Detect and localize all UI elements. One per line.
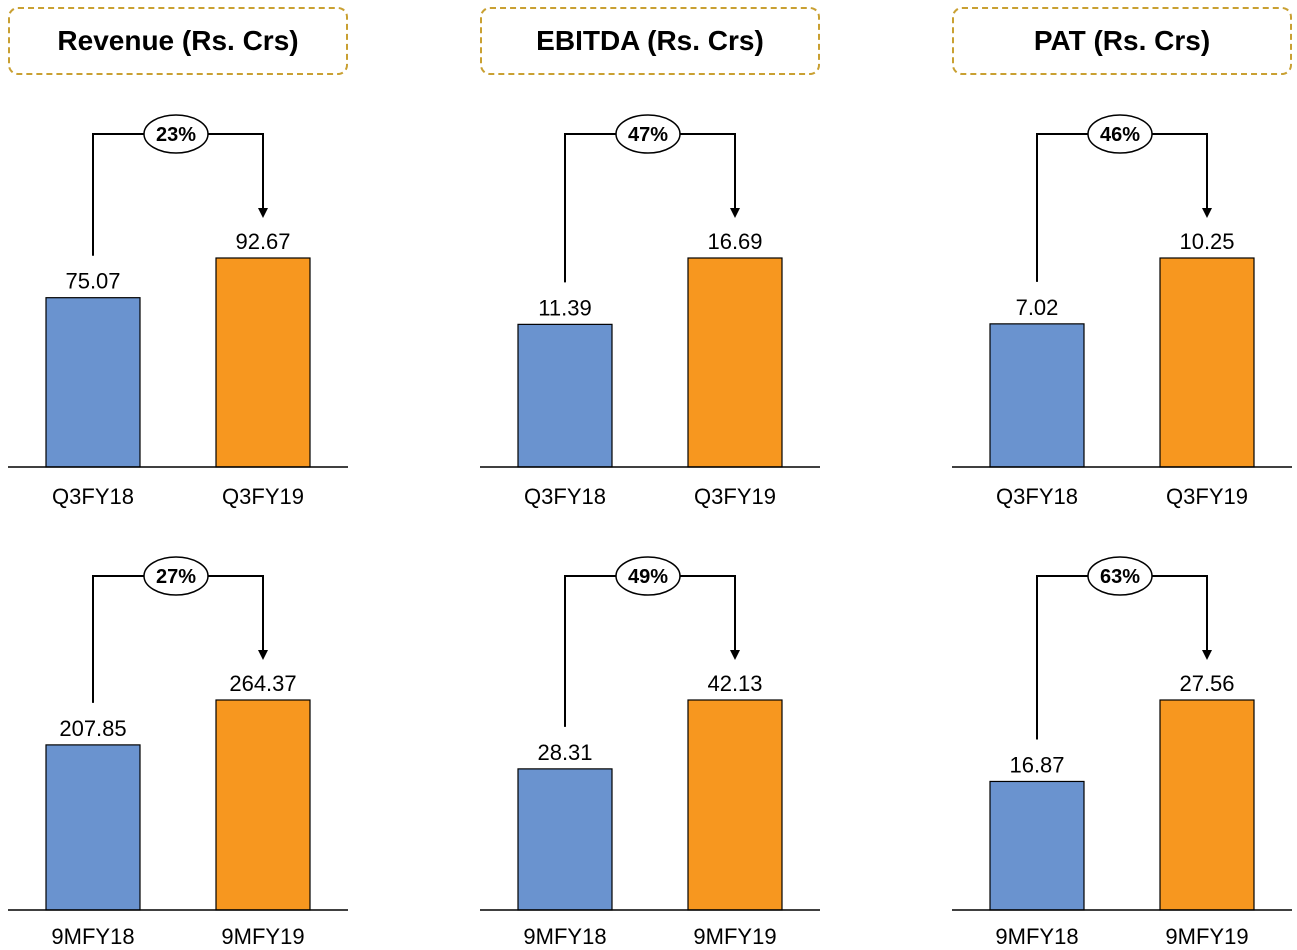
- pat-nine-month-bar-1: [989, 780, 1085, 911]
- pat-quarter-value-label-2: 10.25: [1179, 229, 1234, 254]
- pat-quarter-category-label-1: Q3FY18: [996, 484, 1078, 509]
- revenue-nine-month-value-label-1: 207.85: [59, 716, 126, 741]
- revenue-nine-month-bar-2: [215, 699, 311, 911]
- ebitda-quarter-category-label-2: Q3FY19: [694, 484, 776, 509]
- ebitda-quarter-category-label-1: Q3FY18: [524, 484, 606, 509]
- pat-quarter-value-label-1: 7.02: [1016, 295, 1059, 320]
- revenue-nine-month-value-label-2: 264.37: [229, 671, 296, 696]
- revenue-nine-month-growth-label: 27%: [156, 566, 196, 588]
- ebitda-nine-month-bar-2: [687, 699, 783, 911]
- revenue-quarter-growth-badge: [143, 114, 209, 154]
- ebitda-quarter-value-label-2: 16.69: [707, 229, 762, 254]
- ebitda-nine-month-value-label-2: 42.13: [707, 671, 762, 696]
- pat-nine-month-growth-badge: [1087, 556, 1153, 596]
- pat-quarter-bar-1: [989, 323, 1085, 468]
- ebitda-quarter-bar-1: [517, 323, 613, 468]
- ebitda-quarter-value-label-1: 11.39: [538, 295, 591, 320]
- revenue-nine-month-growth-badge: [143, 556, 209, 596]
- ebitda-nine-month-category-label-2: 9MFY19: [693, 924, 776, 949]
- pat-quarter-category-label-2: Q3FY19: [1166, 484, 1248, 509]
- revenue-nine-month-bar-1: [45, 744, 141, 911]
- pat-nine-month-bar-2: [1159, 699, 1255, 911]
- ebitda-nine-month-value-label-1: 28.31: [537, 740, 592, 765]
- pat-quarter-bar-2: [1159, 257, 1255, 468]
- header-ebitda: EBITDA (Rs. Crs): [480, 7, 820, 75]
- revenue-nine-month-category-label-1: 9MFY18: [51, 924, 134, 949]
- ebitda-nine-month-growth-label: 49%: [628, 566, 668, 588]
- ebitda-quarter-growth-label: 47%: [628, 124, 668, 146]
- pat-nine-month-category-label-1: 9MFY18: [995, 924, 1078, 949]
- ebitda-nine-month-growth-badge: [615, 556, 681, 596]
- ebitda-quarter-growth-badge: [615, 114, 681, 154]
- revenue-quarter-bar-1: [45, 297, 141, 468]
- revenue-quarter-category-label-1: Q3FY18: [52, 484, 134, 509]
- pat-nine-month-value-label-2: 27.56: [1179, 671, 1234, 696]
- ebitda-nine-month-category-label-1: 9MFY18: [523, 924, 606, 949]
- header-revenue: Revenue (Rs. Crs): [8, 7, 348, 75]
- pat-nine-month-category-label-2: 9MFY19: [1165, 924, 1248, 949]
- pat-nine-month-value-label-1: 16.87: [1009, 752, 1064, 777]
- revenue-quarter-growth-label: 23%: [156, 124, 196, 146]
- revenue-quarter-bar-2: [215, 257, 311, 468]
- revenue-quarter-value-label-2: 92.67: [235, 229, 290, 254]
- revenue-quarter-value-label-1: 75.07: [65, 269, 120, 294]
- revenue-quarter-category-label-2: Q3FY19: [222, 484, 304, 509]
- pat-quarter-growth-badge: [1087, 114, 1153, 154]
- ebitda-nine-month-bar-1: [517, 768, 613, 911]
- pat-nine-month-growth-label: 63%: [1100, 566, 1140, 588]
- ebitda-quarter-bar-2: [687, 257, 783, 468]
- pat-quarter-growth-label: 46%: [1100, 124, 1140, 146]
- revenue-nine-month-category-label-2: 9MFY19: [221, 924, 304, 949]
- header-pat: PAT (Rs. Crs): [952, 7, 1292, 75]
